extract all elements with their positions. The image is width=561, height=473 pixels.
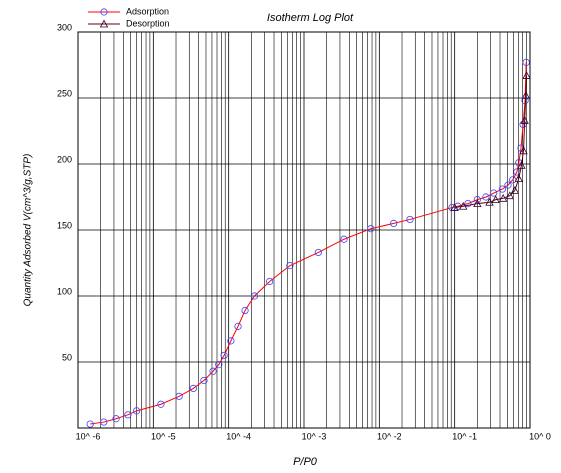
marker <box>215 361 223 369</box>
marker <box>464 200 472 208</box>
y-tick-label: 50 <box>62 352 72 362</box>
marker <box>510 186 520 194</box>
y-tick-label: 100 <box>57 286 72 296</box>
marker <box>522 58 530 66</box>
y-tick-label: 250 <box>57 88 72 98</box>
y-tick-label: 300 <box>57 22 72 32</box>
series-line <box>90 62 527 425</box>
marker <box>250 292 259 300</box>
marker <box>100 8 108 16</box>
x-tick-label: 10^ -6 <box>76 431 101 441</box>
marker <box>485 197 494 206</box>
marker <box>390 219 398 227</box>
marker <box>209 367 217 375</box>
x-tick-label: 10^ -1 <box>452 431 477 441</box>
x-tick-label: 10^ -4 <box>226 431 251 441</box>
marker <box>482 193 490 201</box>
marker <box>100 418 108 426</box>
x-tick-label: 10^ 0 <box>529 431 551 441</box>
marker <box>286 262 294 270</box>
y-tick-label: 200 <box>57 154 72 164</box>
legend-label: Desorption <box>126 18 170 28</box>
marker <box>200 376 208 385</box>
marker <box>112 415 120 423</box>
x-axis-label: P/P0 <box>293 456 318 468</box>
marker <box>498 185 506 193</box>
marker <box>266 277 274 286</box>
marker <box>473 196 481 204</box>
marker <box>498 193 508 202</box>
marker <box>124 411 132 419</box>
marker <box>522 71 531 79</box>
y-axis-label: Quantity Adsorbed V(cm^3/g,STP) <box>23 154 34 307</box>
marker <box>490 189 498 197</box>
marker <box>367 225 375 233</box>
marker <box>234 322 242 330</box>
marker <box>517 160 526 169</box>
x-tick-label: 10^ -5 <box>151 431 176 441</box>
marker <box>521 91 530 99</box>
marker <box>406 215 414 224</box>
marker <box>504 181 512 189</box>
marker <box>220 351 228 359</box>
marker <box>175 392 183 400</box>
marker <box>86 420 94 428</box>
marker <box>450 203 459 211</box>
marker <box>473 199 482 207</box>
marker <box>459 201 468 210</box>
plot-frame <box>77 31 531 429</box>
marker <box>133 407 141 415</box>
marker <box>520 116 529 124</box>
marker <box>491 195 500 204</box>
marker <box>314 248 322 257</box>
x-tick-label: 10^ -3 <box>302 431 327 441</box>
marker <box>519 120 527 129</box>
marker <box>340 235 348 243</box>
y-tick-label: 150 <box>57 220 72 230</box>
marker <box>519 146 528 155</box>
marker <box>241 306 249 315</box>
legend-label: Adsorption <box>126 6 169 16</box>
marker <box>189 384 197 392</box>
x-tick-label: 10^ -2 <box>377 431 402 441</box>
chart-title: Isotherm Log Plot <box>267 12 354 24</box>
marker <box>157 400 165 408</box>
marker <box>514 174 523 182</box>
marker <box>505 191 515 200</box>
marker <box>99 19 109 28</box>
marker <box>227 337 235 345</box>
